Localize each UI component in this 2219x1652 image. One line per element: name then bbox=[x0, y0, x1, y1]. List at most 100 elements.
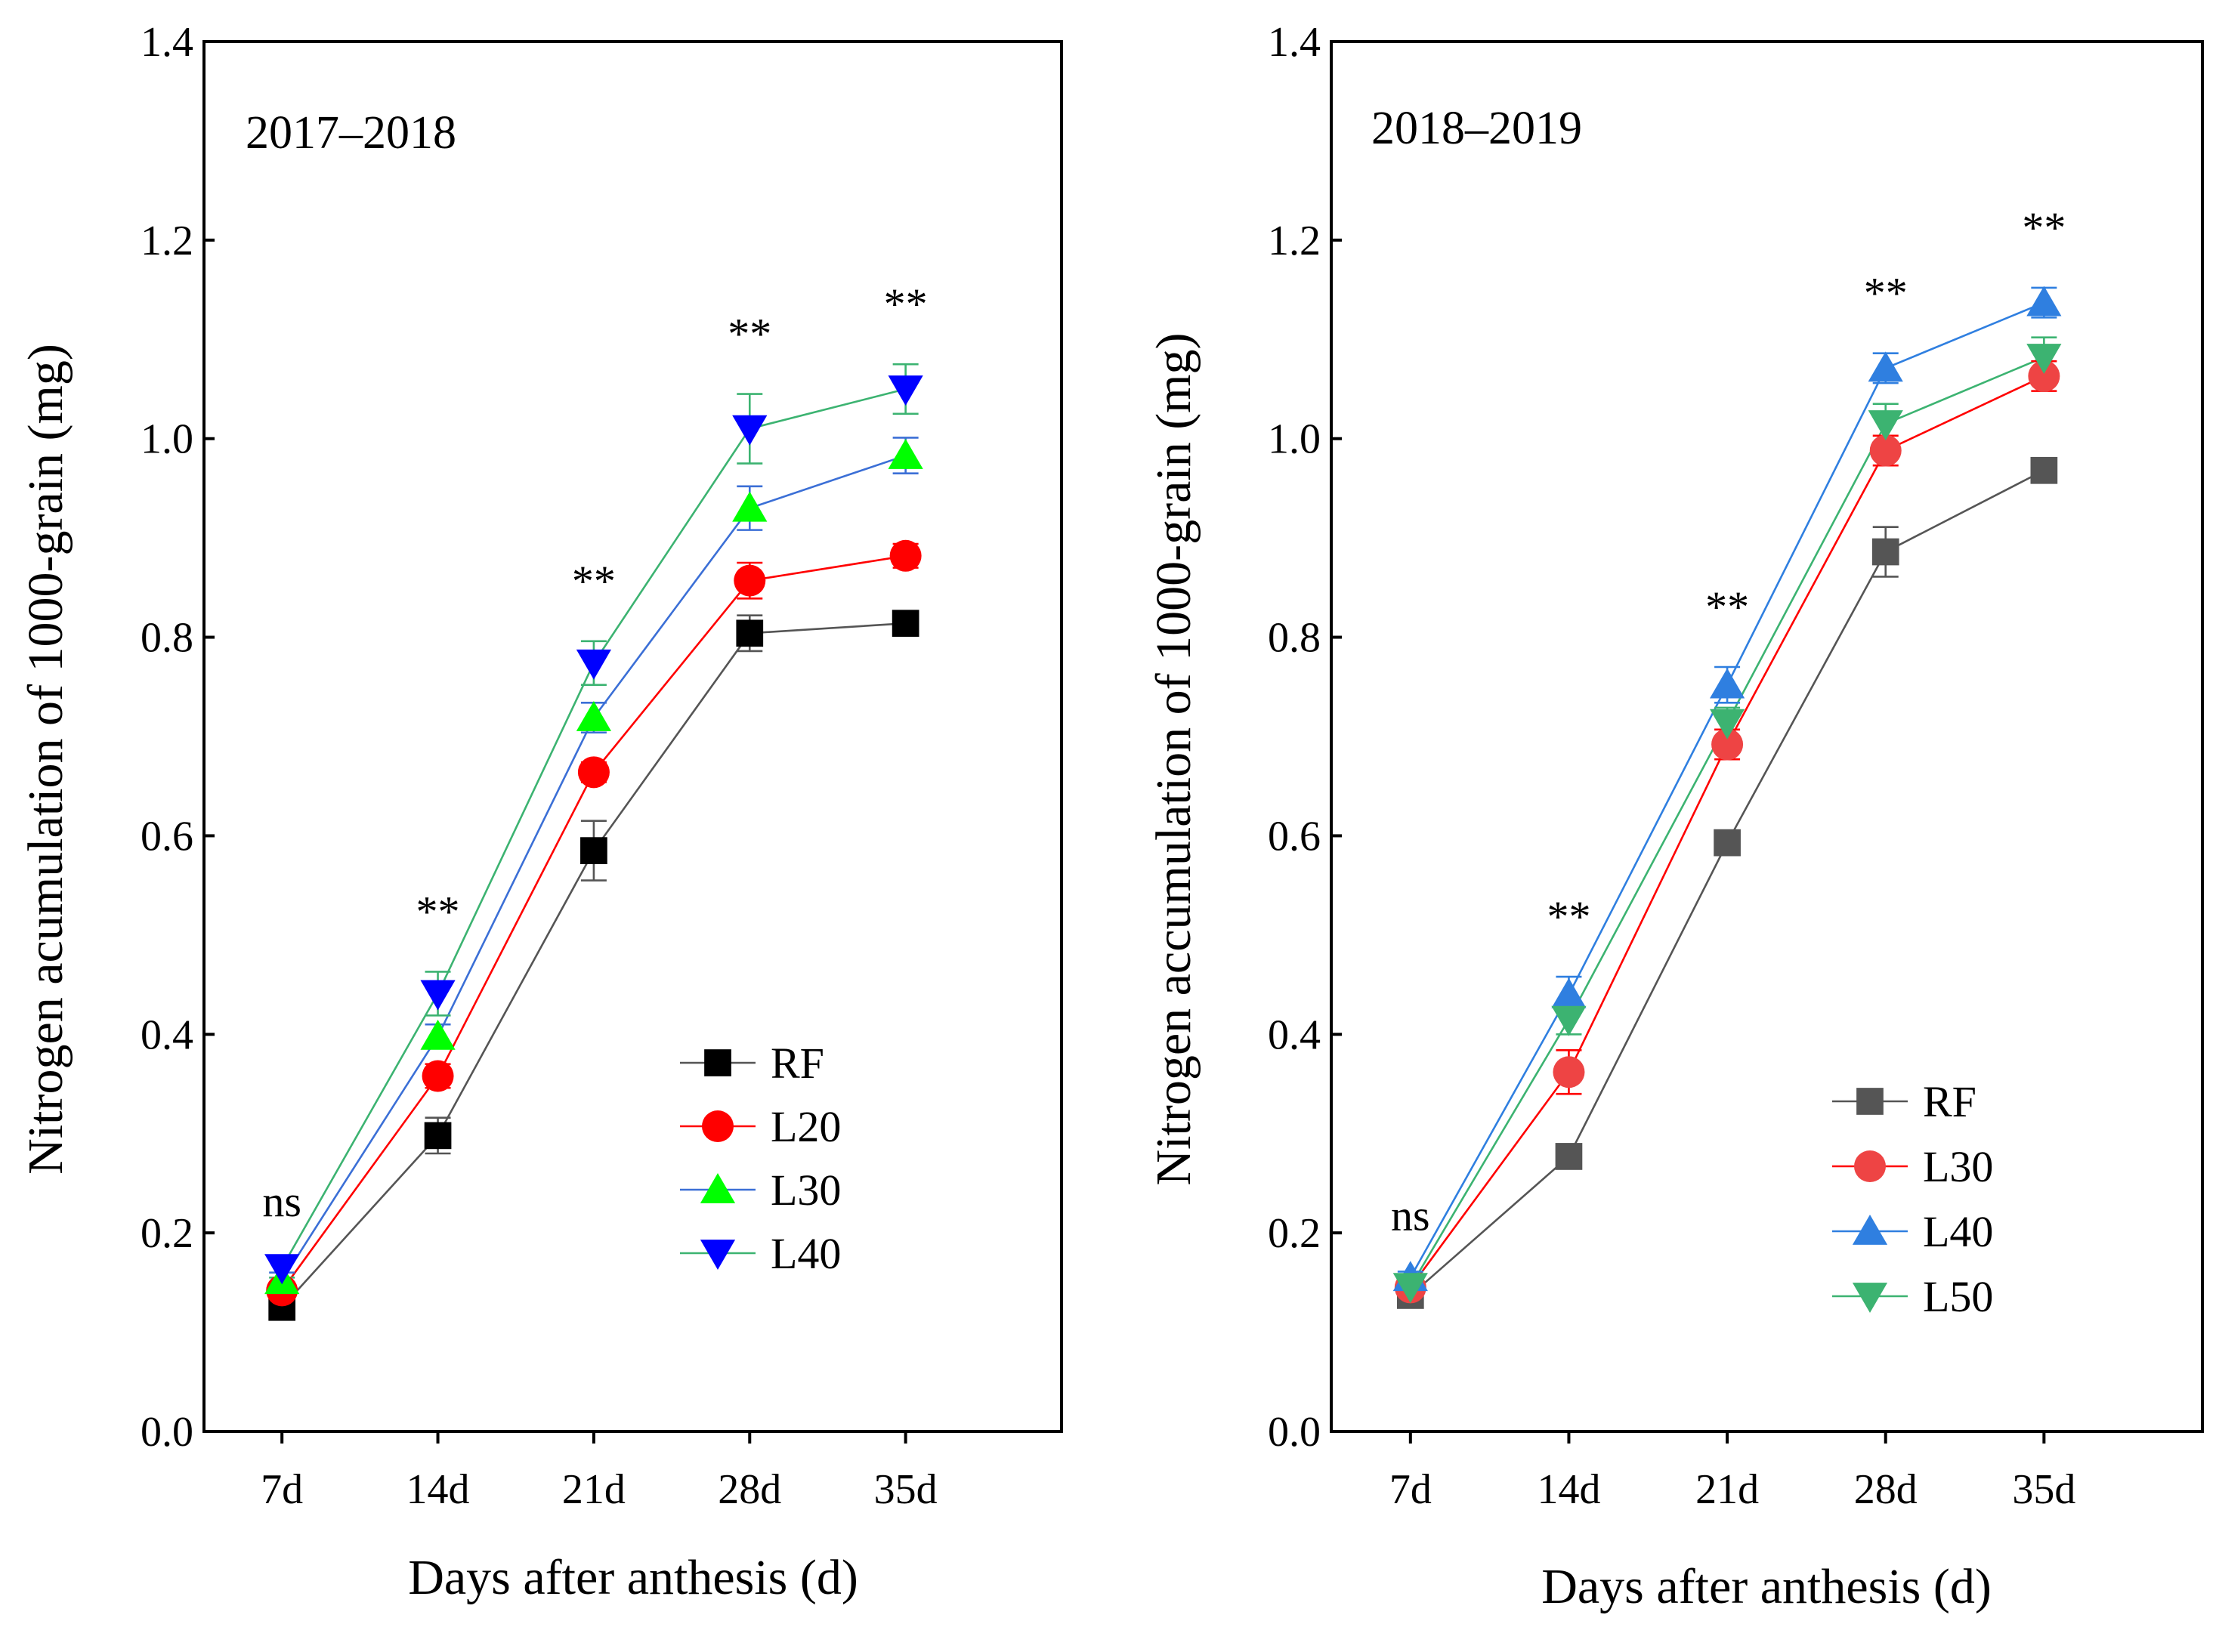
y-tick-label: 0.6 bbox=[1268, 813, 1321, 860]
x-tick-label: 35d bbox=[874, 1466, 938, 1513]
x-tick-label: 7d bbox=[261, 1466, 303, 1513]
data-point-l40 bbox=[888, 375, 923, 406]
significance-label: ** bbox=[1547, 892, 1590, 941]
data-point-l40 bbox=[732, 415, 768, 446]
data-point-l20 bbox=[734, 564, 766, 597]
data-point-l20 bbox=[422, 1060, 454, 1092]
plot-area-2018-2019: 0.0 0.2 0.4 0.6 0.8 1.0 1.2 1.4 7d 14d 21d 28d 35d ns… bbox=[1268, 19, 2204, 1513]
data-point-l40 bbox=[420, 980, 456, 1011]
significance-label: ns bbox=[262, 1177, 301, 1226]
significance-label: ** bbox=[1705, 582, 1749, 631]
data-point-l30 bbox=[420, 1019, 456, 1050]
chart-panel-2017-2018: Nitrogen acumulation of 1000-grain (mg) … bbox=[18, 19, 1063, 1605]
plot-frame bbox=[1330, 40, 2204, 1433]
plot-area-2017-2018: 0.0 0.2 0.4 0.6 0.8 1.0 1.2 1.4 7d 14d 21d 28d 35d ns… bbox=[141, 19, 1063, 1513]
legend-label-l40: L40 bbox=[771, 1229, 841, 1278]
legend-marker-l20 bbox=[702, 1110, 734, 1142]
plot-frame bbox=[202, 40, 1063, 1433]
y-tick-label: 0.8 bbox=[141, 615, 193, 662]
panel-label: 2017–2018 bbox=[246, 107, 456, 159]
data-point-l30 bbox=[732, 491, 768, 522]
data-point-rf bbox=[736, 619, 764, 647]
data-point-l30 bbox=[576, 700, 612, 731]
y-tick-label: 0.4 bbox=[141, 1011, 193, 1058]
legend-label-l30: L30 bbox=[1923, 1142, 1993, 1191]
data-point-l30 bbox=[1869, 434, 1902, 467]
legend-label-l50: L50 bbox=[1923, 1272, 1993, 1321]
x-tick-label: 14d bbox=[406, 1466, 470, 1513]
data-point-rf bbox=[2030, 456, 2058, 484]
data-point-l20 bbox=[889, 539, 922, 572]
data-point-l40 bbox=[1709, 668, 1745, 699]
panel-label: 2018–2019 bbox=[1371, 103, 1582, 154]
x-tick-label: 7d bbox=[1389, 1466, 1432, 1513]
significance-label: ** bbox=[2022, 203, 2066, 252]
legend-label-l20: L20 bbox=[771, 1102, 841, 1151]
data-point-rf bbox=[580, 837, 607, 864]
data-point-l50 bbox=[1709, 709, 1745, 740]
y-tick-label: 0.0 bbox=[1268, 1409, 1321, 1456]
x-tick-label: 35d bbox=[2012, 1466, 2075, 1513]
data-point-l40 bbox=[2026, 286, 2062, 317]
legend-label-rf: RF bbox=[771, 1039, 824, 1088]
y-tick-label: 1.0 bbox=[141, 416, 193, 463]
data-point-l50 bbox=[1551, 1005, 1587, 1036]
legend-marker-l40 bbox=[700, 1240, 736, 1271]
data-point-l50 bbox=[1392, 1273, 1428, 1304]
legend-marker-l50 bbox=[1852, 1283, 1888, 1314]
y-tick-label: 1.0 bbox=[1268, 416, 1321, 463]
significance-label: ** bbox=[884, 279, 928, 329]
x-axis-title: Days after anthesis (d) bbox=[408, 1550, 858, 1605]
y-axis-title: Nitrogen accumulation of 1000-grain (mg) bbox=[1146, 333, 1201, 1186]
legend-marker-l30 bbox=[700, 1172, 736, 1203]
y-tick-label: 1.2 bbox=[1268, 218, 1321, 264]
legend: RF L30 L40 L50 bbox=[1832, 1077, 1993, 1321]
legend-label-l40: L40 bbox=[1923, 1207, 1993, 1256]
significance-label: ns bbox=[1391, 1190, 1430, 1240]
data-point-l30 bbox=[888, 439, 923, 469]
data-point-rf bbox=[1871, 538, 1899, 566]
data-point-l40 bbox=[576, 649, 612, 680]
data-point-l50 bbox=[1868, 410, 1903, 441]
data-point-l40 bbox=[264, 1254, 300, 1285]
chart-panel-2018-2019: Nitrogen accumulation of 1000-grain (mg)… bbox=[1146, 19, 2204, 1614]
y-tick-label: 0.0 bbox=[141, 1409, 193, 1456]
significance-label: ** bbox=[728, 310, 771, 359]
legend-label-rf: RF bbox=[1923, 1077, 1976, 1126]
data-point-l30 bbox=[2028, 360, 2060, 392]
data-point-rf bbox=[892, 610, 919, 638]
y-tick-label: 1.4 bbox=[1268, 19, 1321, 66]
legend-marker-l40 bbox=[1852, 1214, 1888, 1245]
legend-marker-l30 bbox=[1854, 1150, 1886, 1182]
significance-label: ** bbox=[416, 887, 460, 936]
data-point-l30 bbox=[1553, 1056, 1585, 1088]
data-point-l30 bbox=[1711, 728, 1744, 761]
data-point-l40 bbox=[1868, 351, 1903, 382]
x-tick-label: 28d bbox=[1854, 1466, 1918, 1513]
data-point-l20 bbox=[577, 756, 610, 789]
legend-marker-rf bbox=[1856, 1088, 1884, 1115]
x-tick-label: 21d bbox=[1695, 1466, 1759, 1513]
y-tick-label: 0.4 bbox=[1268, 1011, 1321, 1058]
x-tick-label: 14d bbox=[1537, 1466, 1600, 1513]
y-tick-label: 1.4 bbox=[141, 19, 193, 66]
y-tick-label: 0.2 bbox=[141, 1210, 193, 1257]
x-tick-label: 28d bbox=[718, 1466, 781, 1513]
data-point-l40 bbox=[1551, 977, 1587, 1008]
y-tick-label: 1.2 bbox=[141, 218, 193, 264]
significance-label: ** bbox=[1864, 269, 1908, 318]
legend: RF L20 L30 L40 bbox=[680, 1039, 841, 1278]
legend-label-l30: L30 bbox=[771, 1166, 841, 1215]
x-axis-title: Days after anthesis (d) bbox=[1541, 1559, 1992, 1614]
data-point-rf bbox=[424, 1122, 452, 1150]
legend-marker-rf bbox=[704, 1049, 731, 1076]
y-tick-label: 0.6 bbox=[141, 813, 193, 860]
y-axis-title: Nitrogen acumulation of 1000-grain (mg) bbox=[18, 344, 73, 1175]
data-point-rf bbox=[1555, 1143, 1583, 1170]
y-tick-label: 0.8 bbox=[1268, 615, 1321, 662]
y-tick-label: 0.2 bbox=[1268, 1210, 1321, 1257]
x-tick-label: 21d bbox=[562, 1466, 626, 1513]
significance-label: ** bbox=[572, 557, 616, 606]
